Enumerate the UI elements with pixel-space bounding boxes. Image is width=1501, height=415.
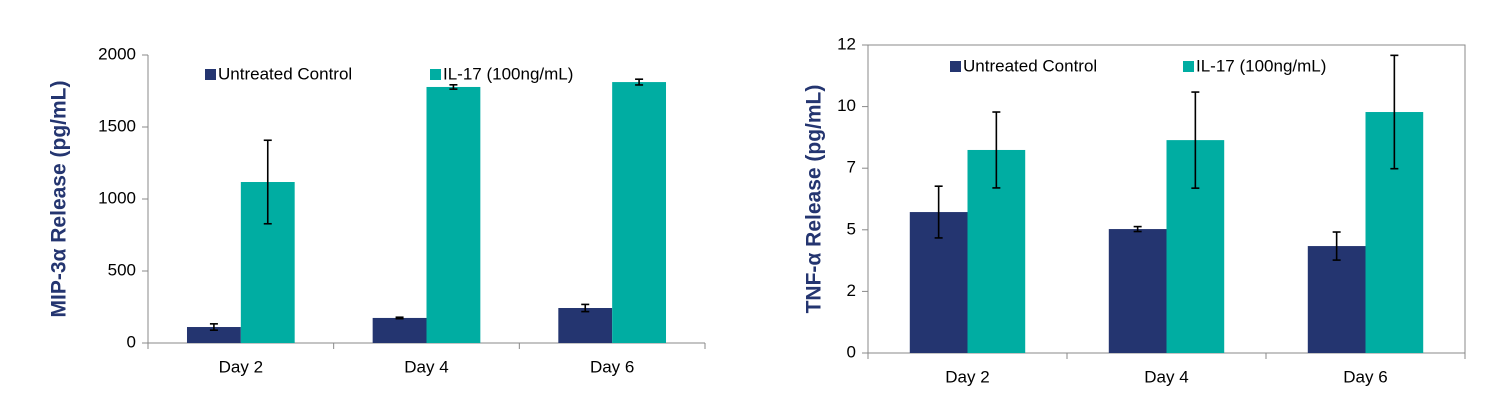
legend-label: Untreated Control xyxy=(218,64,352,83)
legend-swatch xyxy=(1183,61,1194,72)
legend-swatch xyxy=(950,61,961,72)
y-tick-label: 500 xyxy=(108,260,136,279)
y-tick-label: 5 xyxy=(847,219,856,238)
y-axis-title: TNF-α Release (pg/mL) xyxy=(803,85,826,314)
x-tick-label: Day 4 xyxy=(404,357,448,376)
x-tick-label: Day 2 xyxy=(219,357,263,376)
y-tick-label: 10 xyxy=(837,96,856,115)
bar xyxy=(558,308,613,343)
y-tick-label: 2 xyxy=(847,281,856,300)
y-tick-label: 0 xyxy=(847,342,856,361)
bar xyxy=(1307,246,1366,353)
y-tick-label: 2000 xyxy=(98,44,136,63)
bar xyxy=(186,327,241,343)
x-tick-label: Day 6 xyxy=(590,357,634,376)
legend-label: Untreated Control xyxy=(963,56,1097,75)
y-tick-label: 1500 xyxy=(98,116,136,135)
bar xyxy=(372,317,427,343)
legend-swatch xyxy=(205,69,216,80)
legend-label: IL-17 (100ng/mL) xyxy=(1196,56,1326,75)
x-tick-label: Day 6 xyxy=(1343,367,1387,386)
y-axis-title: MIP-3α Release (pg/mL) xyxy=(48,81,71,318)
y-tick-label: 0 xyxy=(127,332,136,351)
y-tick-label: 1000 xyxy=(98,188,136,207)
x-tick-label: Day 2 xyxy=(945,367,989,386)
legend-swatch xyxy=(430,69,441,80)
y-tick-label: 7 xyxy=(847,158,856,177)
legend-label: IL-17 (100ng/mL) xyxy=(443,64,573,83)
bar xyxy=(1108,229,1167,353)
x-tick-label: Day 4 xyxy=(1144,367,1188,386)
bar xyxy=(612,82,667,344)
bar xyxy=(426,86,481,343)
y-tick-label: 12 xyxy=(837,34,856,53)
